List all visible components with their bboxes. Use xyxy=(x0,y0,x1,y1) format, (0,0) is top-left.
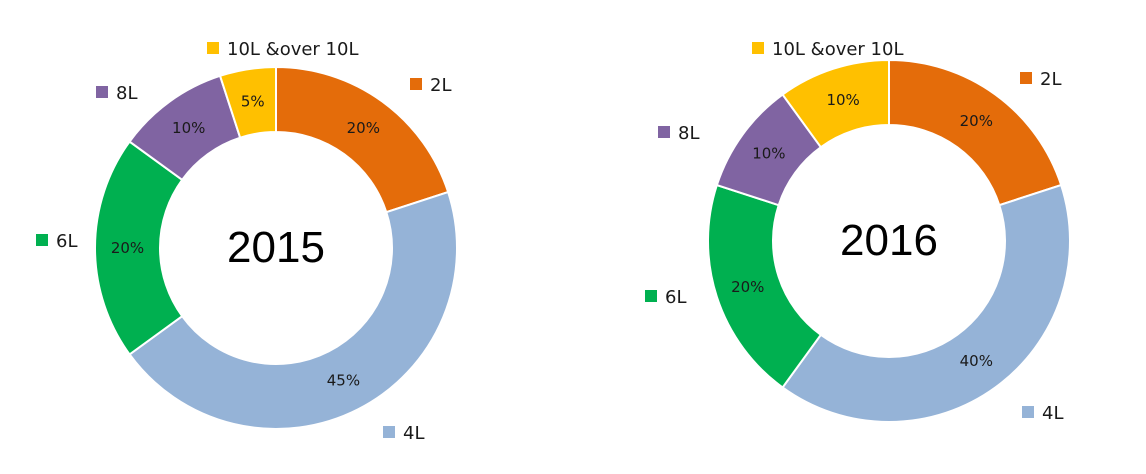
slice-label-10l-andover-10l: 5% xyxy=(241,92,265,110)
chart-title: 2015 xyxy=(227,223,325,272)
slice-2l xyxy=(888,58,1063,207)
donut-chart-2016: 20% 2L 40% 4L 20% 6L 10% 8L 10% 10L &over 10L 2016 xyxy=(645,39,1071,424)
legend-label-8l: 8L xyxy=(678,123,699,144)
slice-label-2l: 20% xyxy=(960,112,993,130)
legend-label-8l: 8L xyxy=(116,83,137,104)
legend-marker-4l xyxy=(383,426,395,438)
legend-marker-10l-andover-10l xyxy=(207,42,219,54)
legend-label-2l: 2L xyxy=(430,75,451,96)
slice-label-4l: 45% xyxy=(327,371,360,389)
legend-marker-2l xyxy=(410,78,422,90)
slice-label-6l: 20% xyxy=(111,239,144,257)
slice-4l xyxy=(781,183,1071,423)
slice-10l-andover-10l xyxy=(781,58,890,149)
legend-label-4l: 4L xyxy=(403,423,424,444)
legend-marker-4l xyxy=(1022,406,1034,418)
legend-marker-2l xyxy=(1020,72,1032,84)
legend-label-4l: 4L xyxy=(1042,403,1063,424)
legend-marker-6l xyxy=(645,290,657,302)
donut-chart-2015: 20% 2L 45% 4L 20% 6L 10% 8L 5% 10L &over 10L 2015 xyxy=(36,39,458,444)
slice-label-6l: 20% xyxy=(731,278,764,296)
legend-marker-6l xyxy=(36,234,48,246)
slice-label-2l: 20% xyxy=(347,119,380,137)
slice-10l-andover-10l xyxy=(218,65,277,139)
chart-title: 2016 xyxy=(840,216,938,265)
slice-label-8l: 10% xyxy=(752,145,785,163)
slice-2l xyxy=(275,65,450,214)
slice-label-8l: 10% xyxy=(172,119,205,137)
slice-4l xyxy=(128,190,458,430)
legend-marker-8l xyxy=(96,86,108,98)
slice-label-4l: 40% xyxy=(960,352,993,370)
legend-label-6l: 6L xyxy=(56,231,77,252)
slice-label-10l-andover-10l: 10% xyxy=(826,91,859,109)
legend-label-2l: 2L xyxy=(1040,69,1061,90)
legend-label-10l-andover-10l: 10L &over 10L xyxy=(227,39,358,60)
legend-label-10l-andover-10l: 10L &over 10L xyxy=(772,39,903,60)
legend-label-6l: 6L xyxy=(665,287,686,308)
legend-marker-10l-andover-10l xyxy=(752,42,764,54)
legend-marker-8l xyxy=(658,126,670,138)
